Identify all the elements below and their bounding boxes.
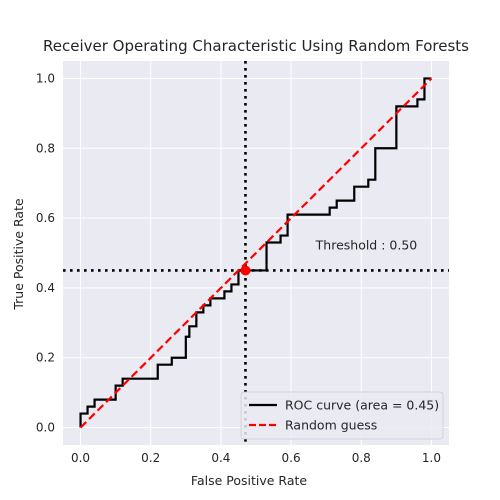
- chart-title: Receiver Operating Characteristic Using …: [43, 37, 469, 55]
- x-axis-label: False Positive Rate: [191, 473, 307, 488]
- legend-box: [240, 391, 444, 440]
- y-axis-label: True Positive Rate: [11, 198, 26, 311]
- threshold-point: [240, 265, 251, 276]
- roc-curve-line: [79, 77, 432, 428]
- threshold-annotation: Threshold : 0.50: [315, 238, 418, 253]
- legend: ROC curve (area = 0.45) Random guess: [240, 391, 444, 440]
- legend-roc-label: ROC curve (area = 0.45): [285, 398, 439, 413]
- x-tick-label: 0.4: [211, 451, 230, 465]
- y-tick-label: 0.4: [36, 281, 55, 295]
- y-tick-label: 0.8: [36, 141, 55, 155]
- x-tick-label: 0.0: [71, 451, 90, 465]
- legend-random-label: Random guess: [285, 418, 377, 433]
- y-tick-label: 1.0: [36, 71, 55, 85]
- y-tick-label: 0.0: [36, 421, 55, 435]
- x-tick-label: 1.0: [422, 451, 441, 465]
- x-tick-label: 0.2: [141, 451, 160, 465]
- x-tick-label: 0.6: [282, 451, 301, 465]
- y-tick-label: 0.6: [36, 211, 55, 225]
- y-tick-label: 0.2: [36, 351, 55, 365]
- x-tick-label: 0.8: [352, 451, 371, 465]
- random-guess-line: [79, 77, 433, 429]
